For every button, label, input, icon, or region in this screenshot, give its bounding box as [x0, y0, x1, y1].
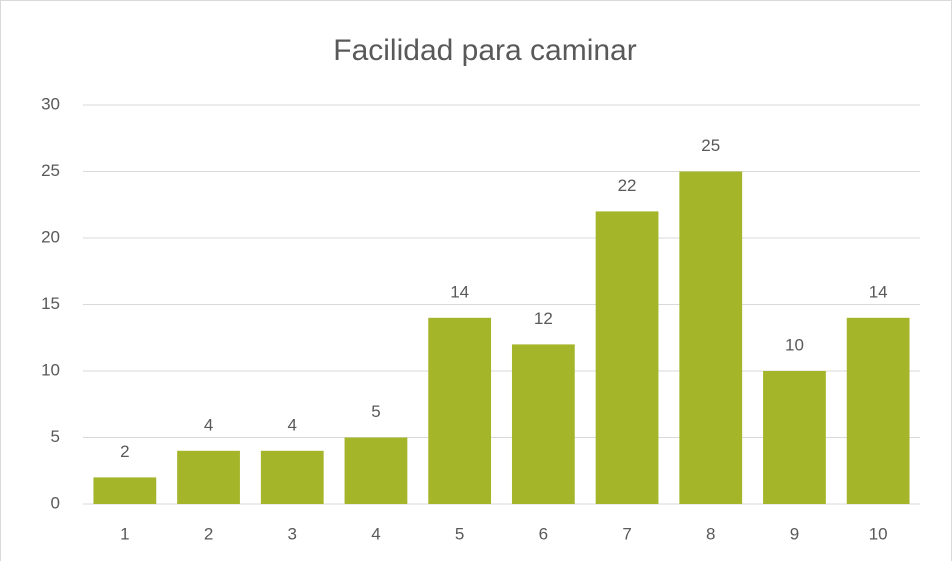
x-tick-label: 10 — [869, 524, 888, 543]
data-label: 14 — [869, 282, 888, 301]
y-tick-label: 5 — [51, 427, 60, 446]
y-tick-label: 10 — [41, 360, 60, 379]
data-label: 5 — [371, 402, 380, 421]
x-tick-label: 8 — [706, 524, 715, 543]
data-label: 2 — [120, 442, 129, 461]
x-tick-label: 9 — [790, 524, 799, 543]
bar — [260, 450, 324, 504]
chart-title: Facilidad para caminar — [333, 34, 636, 67]
bar — [595, 211, 659, 504]
x-tick-label: 6 — [539, 524, 548, 543]
x-tick-label: 1 — [120, 524, 129, 543]
y-tick-label: 0 — [51, 493, 60, 512]
bar — [93, 477, 157, 504]
y-tick-label: 15 — [41, 294, 60, 313]
y-tick-label: 30 — [41, 94, 60, 113]
data-label: 14 — [450, 282, 469, 301]
bar — [679, 171, 743, 504]
y-tick-label: 25 — [41, 161, 60, 180]
data-label: 22 — [618, 176, 637, 195]
bar — [846, 317, 910, 504]
y-tick-label: 20 — [41, 227, 60, 246]
x-tick-label: 5 — [455, 524, 464, 543]
data-label: 4 — [288, 415, 297, 434]
bar — [177, 450, 240, 504]
bar — [511, 344, 575, 504]
bar — [344, 437, 408, 504]
bar — [428, 317, 492, 504]
x-tick-label: 7 — [622, 524, 631, 543]
x-tick-label: 3 — [288, 524, 297, 543]
data-label: 10 — [785, 335, 804, 354]
data-label: 25 — [701, 136, 720, 155]
data-label: 4 — [204, 415, 213, 434]
data-label: 12 — [534, 309, 553, 328]
x-tick-label: 4 — [371, 524, 380, 543]
x-tick-label: 2 — [204, 524, 213, 543]
bar — [763, 371, 826, 504]
